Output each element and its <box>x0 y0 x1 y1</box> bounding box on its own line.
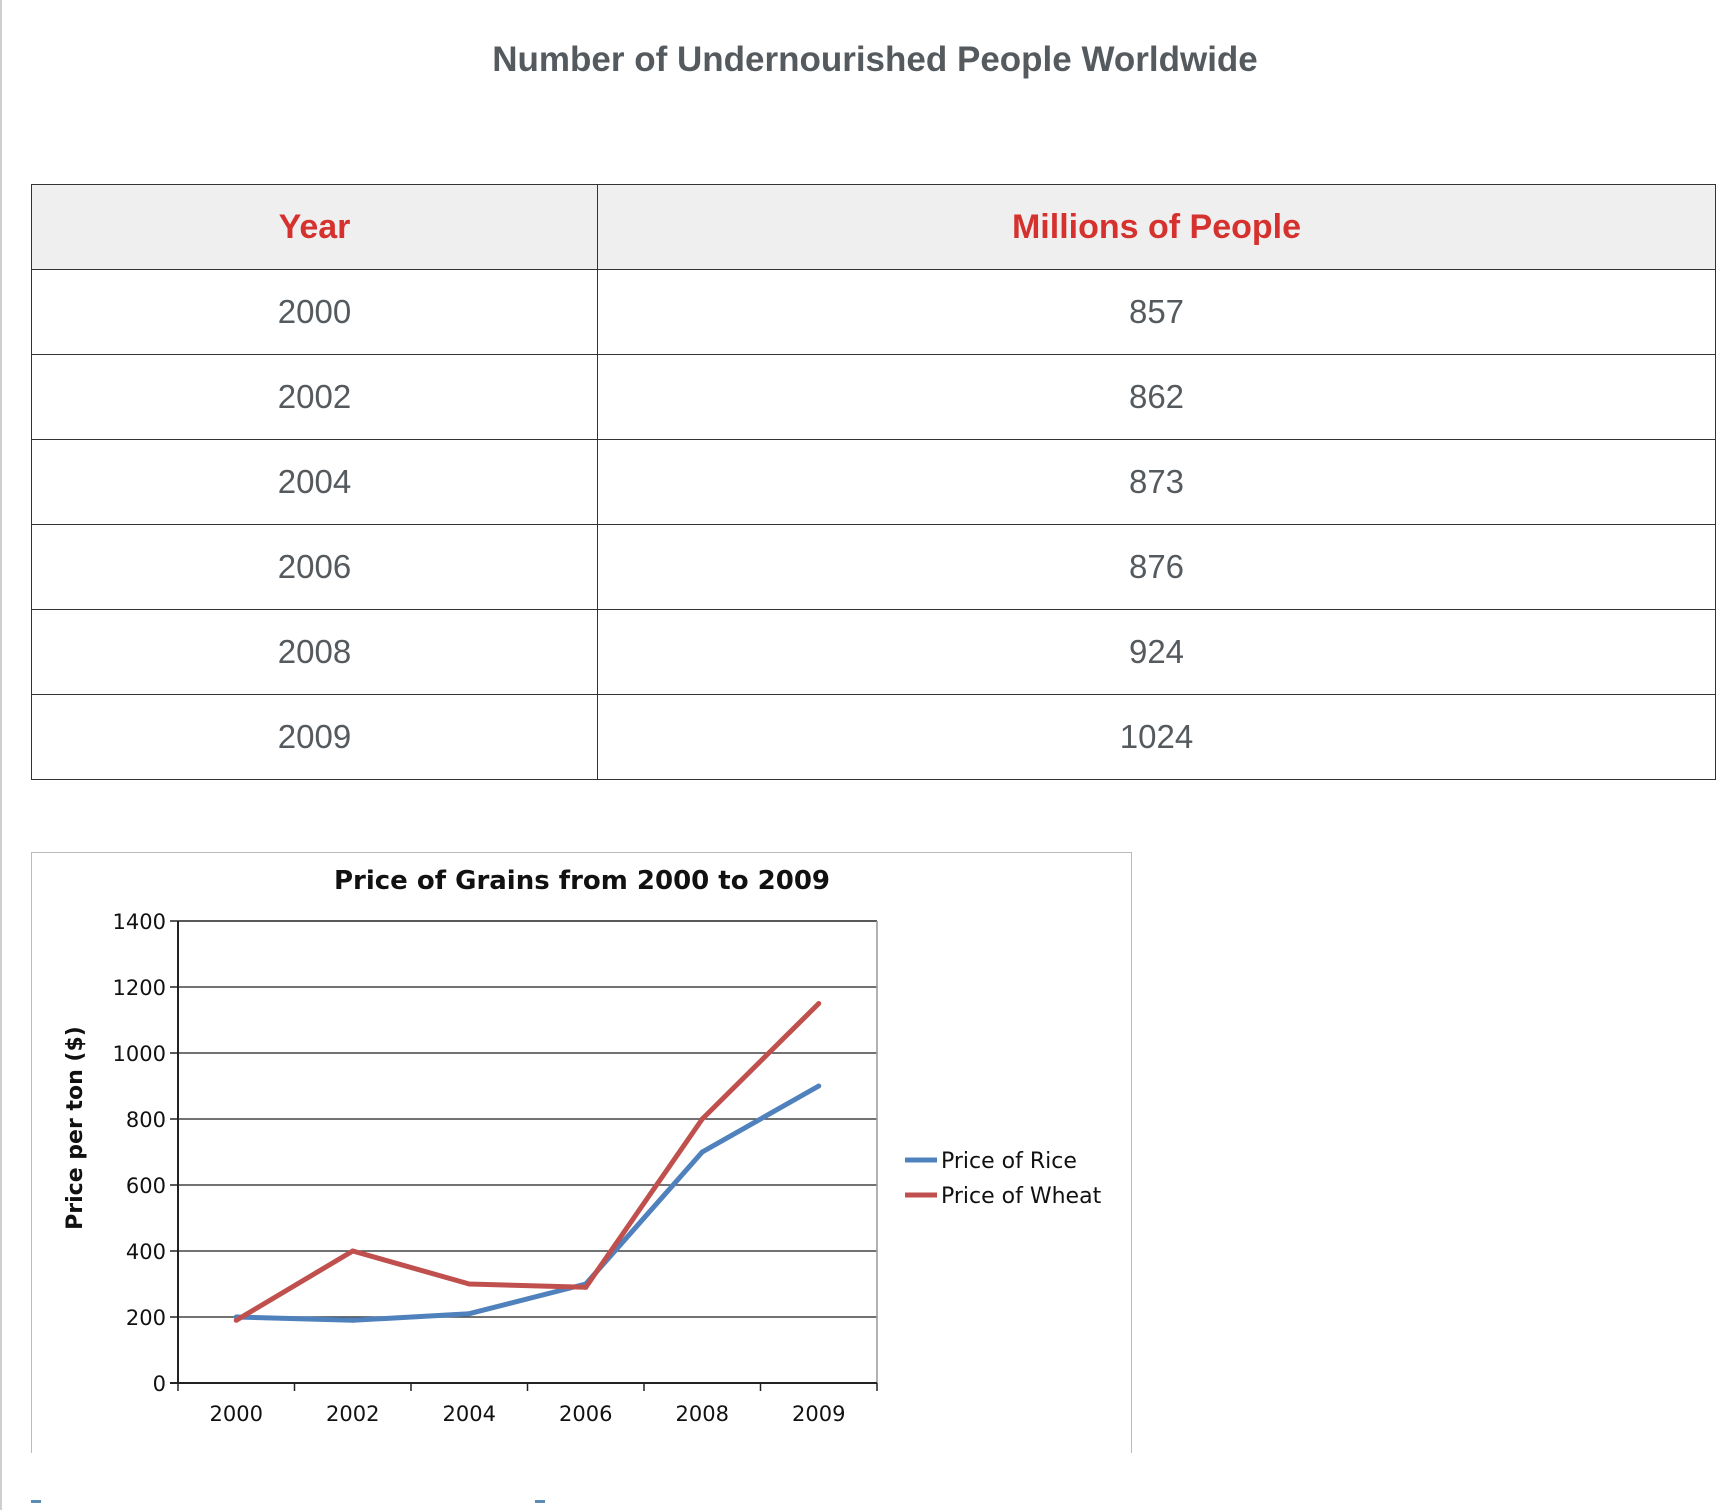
page-left-border <box>0 0 2 1510</box>
data-point <box>583 1284 589 1290</box>
table-row: 2009 1024 <box>31 694 1716 780</box>
table-row: 2006 876 <box>31 524 1716 610</box>
cell-year: 2004 <box>31 439 598 525</box>
y-tick-label: 200 <box>126 1306 166 1330</box>
x-tick-label: 2000 <box>210 1402 263 1426</box>
cell-millions: 857 <box>597 269 1716 355</box>
table-row: 2004 873 <box>31 439 1716 525</box>
legend-label: Price of Wheat <box>941 1184 1102 1209</box>
table-header-row: Year Millions of People <box>31 184 1716 270</box>
data-point <box>233 1317 239 1323</box>
table-row: 2000 857 <box>31 269 1716 355</box>
y-tick-label: 400 <box>126 1240 166 1264</box>
x-tick-label: 2009 <box>792 1402 845 1426</box>
y-axis-label: Price per ton ($) <box>63 1026 88 1230</box>
grain-price-chart: Price of Grains from 2000 to 2009 Price … <box>31 852 1132 1453</box>
chart-title: Price of Grains from 2000 to 2009 <box>334 866 830 896</box>
cell-millions: 1024 <box>597 694 1716 780</box>
header-year: Year <box>31 184 598 270</box>
data-point <box>350 1317 356 1323</box>
chart-svg: Price of Grains from 2000 to 2009 Price … <box>63 866 1102 1426</box>
header-millions: Millions of People <box>597 184 1716 270</box>
cell-millions: 862 <box>597 354 1716 440</box>
bottom-edge-mark <box>31 1500 41 1503</box>
y-tick-label: 1400 <box>113 910 166 934</box>
cell-year: 2009 <box>31 694 598 780</box>
legend-label: Price of Rice <box>941 1149 1077 1174</box>
data-point <box>466 1311 472 1317</box>
cell-year: 2000 <box>31 269 598 355</box>
cell-millions: 873 <box>597 439 1716 525</box>
cell-millions: 876 <box>597 524 1716 610</box>
data-point <box>350 1248 356 1254</box>
grid-lines <box>178 920 877 1318</box>
y-tick-label: 1200 <box>113 976 166 1000</box>
y-tick-label: 800 <box>126 1108 166 1132</box>
y-tick-label: 1000 <box>113 1042 166 1066</box>
axes <box>170 920 878 1391</box>
data-point <box>699 1149 705 1155</box>
series-line-price-of-rice <box>236 1083 820 1323</box>
x-tick-label: 2002 <box>326 1402 379 1426</box>
table-row: 2008 924 <box>31 609 1716 695</box>
y-tick-label: 0 <box>153 1372 166 1396</box>
page-title: Number of Undernourished People Worldwid… <box>492 40 1258 79</box>
tick-labels: 0 200 400 600 800 1000 1200 1400 2000 2002 2004 200… <box>113 910 846 1426</box>
bottom-edge-mark <box>535 1500 545 1503</box>
legend: Price of Rice Price of Wheat <box>905 1149 1102 1209</box>
cell-year: 2006 <box>31 524 598 610</box>
x-tick-label: 2006 <box>559 1402 612 1426</box>
data-point <box>466 1281 472 1287</box>
cell-year: 2002 <box>31 354 598 440</box>
y-tick-label: 600 <box>126 1174 166 1198</box>
data-point <box>816 1001 822 1006</box>
x-tick-label: 2008 <box>676 1402 729 1426</box>
table-row: 2002 862 <box>31 354 1716 440</box>
undernourished-table: Year Millions of People 2000 857 2002 86… <box>31 184 1716 780</box>
data-point <box>699 1116 705 1122</box>
cell-millions: 924 <box>597 609 1716 695</box>
series-lines <box>233 1001 822 1323</box>
cell-year: 2008 <box>31 609 598 695</box>
data-point <box>816 1083 822 1089</box>
x-tick-label: 2004 <box>443 1402 496 1426</box>
series-line-price-of-wheat <box>234 1001 821 1323</box>
